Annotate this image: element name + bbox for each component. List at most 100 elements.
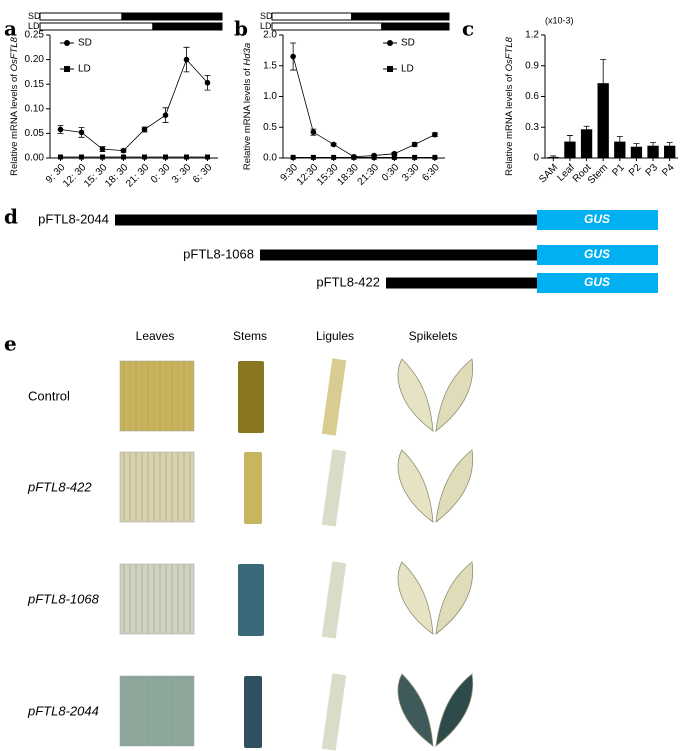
point xyxy=(310,154,316,160)
y-tick-label: 0.25 xyxy=(25,30,45,41)
point xyxy=(432,131,438,138)
x-tick-label: 3:30 xyxy=(400,162,422,184)
point xyxy=(163,154,168,160)
panel-letter: a xyxy=(4,17,17,41)
point xyxy=(331,154,337,160)
leaf-photo xyxy=(119,451,195,523)
promoter-bar xyxy=(260,249,537,261)
spikelet-photo xyxy=(435,561,474,635)
legend-marker xyxy=(64,40,70,46)
dark-period xyxy=(152,22,223,31)
y-tick-label: 0.6 xyxy=(525,91,539,102)
point xyxy=(162,112,169,118)
ligule-photo xyxy=(321,561,347,639)
y-tick-label: 0.0 xyxy=(263,153,277,164)
row-label: pFTL8-2044 xyxy=(27,703,99,718)
y-label-gene: OsFTL8 xyxy=(504,36,515,71)
leaf-photo xyxy=(119,563,195,635)
x-tick-label: 6:30 xyxy=(420,162,442,184)
legend-label: LD xyxy=(78,64,91,75)
point xyxy=(371,154,377,160)
gus-label: GUS xyxy=(584,247,610,261)
y-label-text: Relative mRNA levels of xyxy=(9,74,20,176)
x-tick-label: 0:30 xyxy=(380,162,402,184)
bar xyxy=(597,83,609,158)
legend-marker xyxy=(64,66,70,72)
bar xyxy=(580,129,593,158)
point xyxy=(100,154,105,160)
x-tick-label: P4 xyxy=(660,162,677,179)
point xyxy=(310,129,317,135)
spikelet-photo xyxy=(397,449,434,523)
legend-label: SD xyxy=(401,38,415,49)
day-bar-label: LD xyxy=(260,21,272,31)
y-tick-label: 0.00 xyxy=(25,153,45,164)
construct-label: pFTL8-422 xyxy=(316,274,380,289)
error-bar xyxy=(666,142,673,146)
spikelet-photo xyxy=(435,358,474,432)
stem-photo xyxy=(238,564,264,636)
bar xyxy=(614,141,626,158)
panel-letter: b xyxy=(234,17,248,41)
point xyxy=(204,79,211,86)
bar xyxy=(647,145,659,158)
point xyxy=(142,154,147,160)
y-tick-label: 0.5 xyxy=(263,122,277,133)
day-bar-label: SD xyxy=(28,11,41,21)
y-tick-label: 0 xyxy=(533,153,539,164)
y-axis-label: Relative mRNA levels of OsFTL8 xyxy=(9,36,20,176)
point xyxy=(205,154,210,160)
legend-marker xyxy=(387,40,393,46)
error-bar xyxy=(600,59,607,84)
gus-box xyxy=(537,210,658,230)
point xyxy=(330,141,337,148)
point xyxy=(432,154,438,160)
y-axis-label: Relative mRNA levels of Hd3a xyxy=(242,43,253,170)
stem-photo xyxy=(238,361,264,433)
x-tick-label: 3: 30 xyxy=(170,162,194,186)
light-period xyxy=(39,22,154,31)
promoter-bar xyxy=(115,214,537,226)
x-tick-label: P2 xyxy=(627,162,644,179)
error-bar xyxy=(566,135,573,142)
spikelet-photo xyxy=(435,673,474,747)
point xyxy=(57,126,64,133)
x-tick-label: 12:30 xyxy=(295,162,321,188)
point xyxy=(58,154,63,160)
y-tick-label: 0.15 xyxy=(25,79,45,90)
day-bar-label: LD xyxy=(28,21,40,31)
ligule-photo xyxy=(321,673,347,751)
point xyxy=(391,154,397,160)
y-tick-label: 0.05 xyxy=(25,128,45,139)
y-tick-label: 1.5 xyxy=(263,60,277,71)
y-tick-label: 1.2 xyxy=(525,30,539,41)
series-line xyxy=(292,56,436,158)
column-header: Spikelets xyxy=(409,329,458,343)
stem-photo xyxy=(244,676,262,748)
light-period xyxy=(271,12,353,21)
row-label: Control xyxy=(28,388,70,403)
gus-label: GUS xyxy=(584,212,610,226)
bar xyxy=(547,156,559,158)
spikelet-photo xyxy=(397,561,434,635)
y-label-gene: OsFTL8 xyxy=(9,36,20,71)
construct-label: pFTL8-1068 xyxy=(183,246,254,261)
bar xyxy=(564,141,576,158)
error-bar xyxy=(583,125,590,130)
ligule-photo xyxy=(321,449,347,527)
x-tick-label: P3 xyxy=(644,162,661,179)
gus-box xyxy=(537,245,658,265)
unit-label: (x10-3) xyxy=(545,15,574,25)
leaf-photo xyxy=(119,360,195,432)
y-label-text: Relative mRNA levels of xyxy=(242,68,253,170)
error-bar xyxy=(633,143,640,147)
panel-letter: d xyxy=(4,205,18,229)
y-label-gene: Hd3a xyxy=(242,43,253,66)
gus-label: GUS xyxy=(584,275,610,289)
point xyxy=(120,147,127,154)
x-tick-label: 6: 30 xyxy=(191,162,215,186)
ligule-photo xyxy=(321,358,347,436)
light-period xyxy=(271,22,383,31)
panel-letter: c xyxy=(462,17,474,41)
point xyxy=(99,146,106,152)
